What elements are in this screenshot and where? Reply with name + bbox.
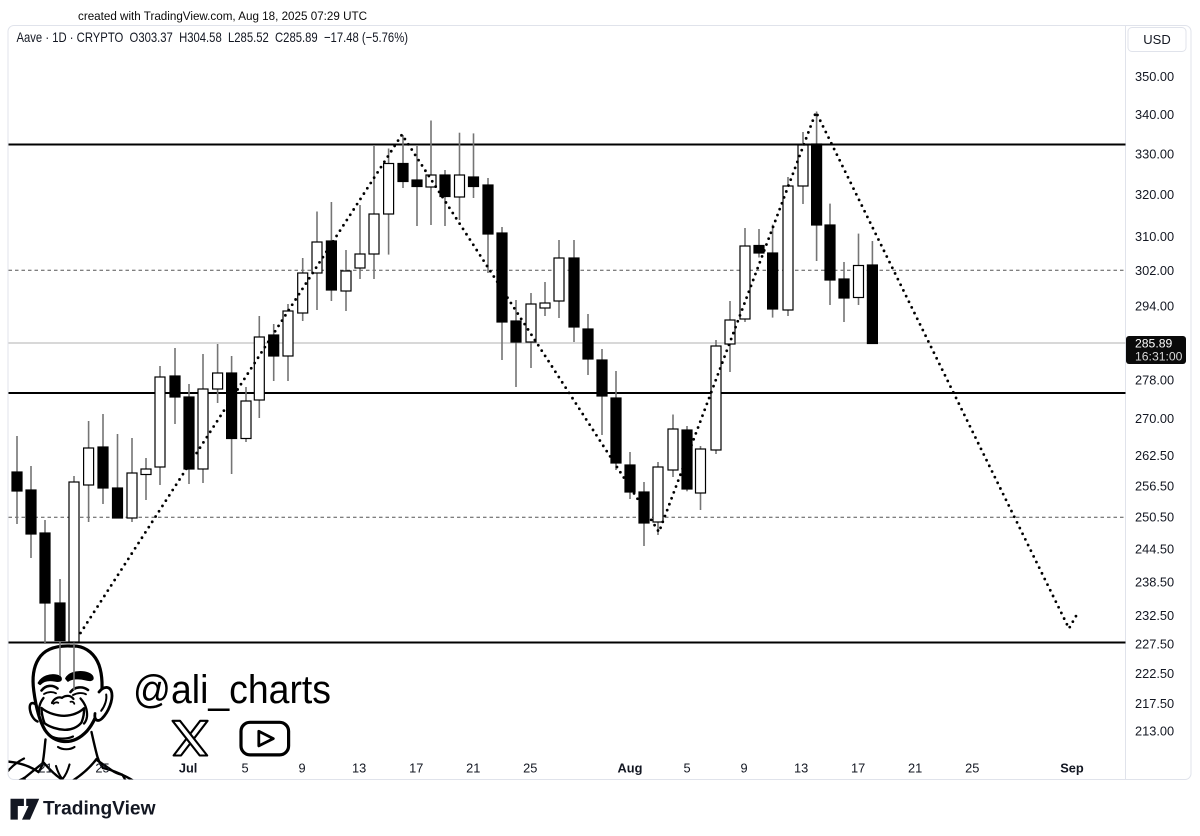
svg-text:17: 17 — [409, 761, 423, 776]
svg-text:25: 25 — [965, 761, 979, 776]
svg-text:330.00: 330.00 — [1135, 146, 1174, 161]
svg-text:21: 21 — [38, 761, 52, 776]
svg-text:5: 5 — [684, 761, 691, 776]
svg-text:5: 5 — [242, 761, 249, 776]
svg-text:244.50: 244.50 — [1135, 542, 1174, 557]
svg-text:340.00: 340.00 — [1135, 107, 1174, 122]
svg-text:13: 13 — [794, 761, 808, 776]
svg-text:256.50: 256.50 — [1135, 479, 1174, 494]
svg-text:278.00: 278.00 — [1135, 372, 1174, 387]
svg-text:21: 21 — [466, 761, 480, 776]
svg-text:Aave · 1D · CRYPTO O303.37 H: Aave · 1D · CRYPTO O303.37 H304.58 L285.… — [17, 29, 409, 45]
svg-text:270.00: 270.00 — [1135, 411, 1174, 426]
svg-text:294.00: 294.00 — [1135, 299, 1174, 314]
svg-text:16:31:00: 16:31:00 — [1135, 350, 1183, 364]
svg-text:285.89: 285.89 — [1135, 337, 1172, 351]
svg-text:Aug: Aug — [618, 761, 643, 776]
svg-text:250.50: 250.50 — [1135, 510, 1174, 525]
svg-text:Sep: Sep — [1060, 761, 1084, 776]
svg-text:262.50: 262.50 — [1135, 448, 1174, 463]
svg-text:@ali_charts: @ali_charts — [133, 668, 331, 712]
svg-text:320.00: 320.00 — [1135, 187, 1174, 202]
svg-text:227.50: 227.50 — [1135, 637, 1174, 652]
svg-text:Jul: Jul — [179, 761, 198, 776]
svg-text:13: 13 — [352, 761, 366, 776]
svg-text:9: 9 — [299, 761, 306, 776]
svg-text:21: 21 — [908, 761, 922, 776]
svg-text:25: 25 — [523, 761, 537, 776]
svg-text:25: 25 — [95, 761, 109, 776]
svg-text:9: 9 — [741, 761, 748, 776]
svg-text:213.00: 213.00 — [1135, 723, 1174, 738]
svg-text:232.50: 232.50 — [1135, 608, 1174, 623]
svg-text:USD: USD — [1143, 32, 1170, 47]
svg-text:310.00: 310.00 — [1135, 229, 1174, 244]
svg-text:350.00: 350.00 — [1135, 69, 1174, 84]
svg-text:created with TradingView.com,: created with TradingView.com, Aug 18, 20… — [78, 9, 367, 23]
svg-text:238.50: 238.50 — [1135, 574, 1174, 589]
svg-text:217.50: 217.50 — [1135, 696, 1174, 711]
svg-text:17: 17 — [851, 761, 865, 776]
svg-text:222.50: 222.50 — [1135, 666, 1174, 681]
svg-text:302.00: 302.00 — [1135, 263, 1174, 278]
svg-text:TradingView: TradingView — [43, 798, 156, 820]
